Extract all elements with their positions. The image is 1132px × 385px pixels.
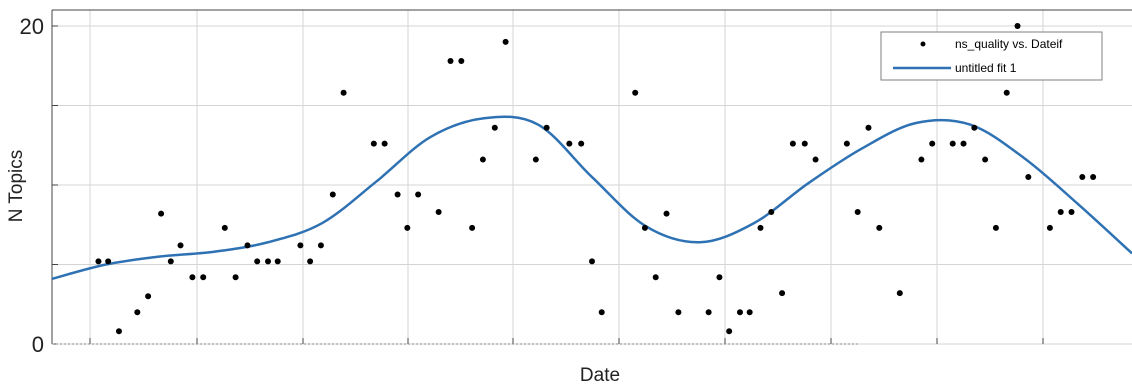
legend: ns_quality vs. Dateif untitled fit 1	[880, 31, 1103, 81]
data-point	[971, 124, 978, 131]
data-point	[232, 274, 239, 281]
fit-line	[51, 115, 1132, 281]
data-point	[479, 156, 486, 163]
data-point	[757, 224, 764, 231]
data-point	[394, 191, 401, 198]
data-point	[274, 258, 281, 265]
data-point	[532, 156, 539, 163]
data-point	[134, 309, 141, 316]
data-point	[435, 209, 442, 216]
data-point	[566, 140, 573, 147]
data-point	[716, 274, 723, 281]
data-point	[381, 140, 388, 147]
data-point	[447, 57, 454, 64]
data-point	[632, 89, 639, 96]
data-point	[1025, 174, 1032, 181]
data-point	[145, 293, 152, 300]
data-point	[854, 209, 861, 216]
data-point	[801, 140, 808, 147]
data-point	[789, 140, 796, 147]
data-point	[960, 140, 967, 147]
data-point	[189, 274, 196, 281]
data-point	[1068, 209, 1075, 216]
data-point	[404, 224, 411, 231]
data-point	[95, 258, 102, 265]
y-tick-label: 0	[32, 332, 44, 357]
data-point	[502, 38, 509, 45]
data-point	[918, 156, 925, 163]
data-point	[158, 210, 165, 217]
data-point	[982, 156, 989, 163]
y-tick-labels: 0 20	[20, 14, 44, 357]
data-point	[736, 309, 743, 316]
data-point	[469, 224, 476, 231]
data-point	[543, 124, 550, 131]
data-point	[370, 140, 377, 147]
data-point	[779, 290, 786, 297]
data-point	[1090, 174, 1097, 181]
data-point	[105, 258, 112, 265]
data-point	[115, 328, 122, 335]
data-point	[177, 242, 184, 249]
data-point	[1046, 224, 1053, 231]
data-point	[167, 258, 174, 265]
data-point	[458, 57, 465, 64]
data-point	[589, 258, 595, 265]
data-point	[949, 140, 956, 147]
data-point	[317, 242, 324, 249]
data-point	[652, 274, 659, 281]
data-point	[746, 309, 753, 316]
data-point	[705, 309, 712, 316]
data-point	[578, 140, 585, 147]
data-point	[200, 274, 207, 281]
data-point	[244, 242, 251, 249]
data-point	[598, 309, 605, 316]
data-point	[876, 224, 883, 231]
legend-label-fit: untitled fit 1	[955, 61, 1017, 75]
data-point	[329, 191, 336, 198]
data-point	[929, 140, 936, 147]
data-point	[297, 242, 304, 249]
data-point	[491, 124, 498, 131]
data-point	[1079, 174, 1086, 181]
data-point	[865, 124, 872, 131]
data-point	[221, 224, 228, 231]
x-axis-label: Date	[580, 365, 620, 385]
data-point	[1057, 209, 1064, 216]
data-point	[1003, 89, 1010, 96]
data-point	[812, 156, 819, 163]
data-point	[340, 89, 347, 96]
data-point	[663, 210, 670, 217]
data-point	[415, 191, 422, 198]
data-point	[307, 258, 314, 265]
data-point	[254, 258, 261, 265]
y-axis-label: N Topics	[6, 150, 27, 223]
data-point	[843, 140, 850, 147]
legend-box	[880, 31, 1103, 81]
data-point	[726, 328, 733, 335]
data-point	[675, 309, 682, 316]
data-point	[896, 290, 903, 297]
plot-frame	[51, 9, 1132, 345]
data-point	[768, 209, 775, 216]
data-point	[265, 258, 271, 265]
fit-layer	[51, 115, 1132, 281]
points-layer	[95, 23, 1097, 335]
legend-marker-points	[920, 41, 926, 47]
data-point	[641, 224, 648, 231]
data-point	[1014, 23, 1021, 29]
legend-label-points: ns_quality vs. Dateif	[955, 37, 1063, 51]
y-tick-label: 20	[20, 14, 44, 39]
data-point	[992, 224, 999, 231]
